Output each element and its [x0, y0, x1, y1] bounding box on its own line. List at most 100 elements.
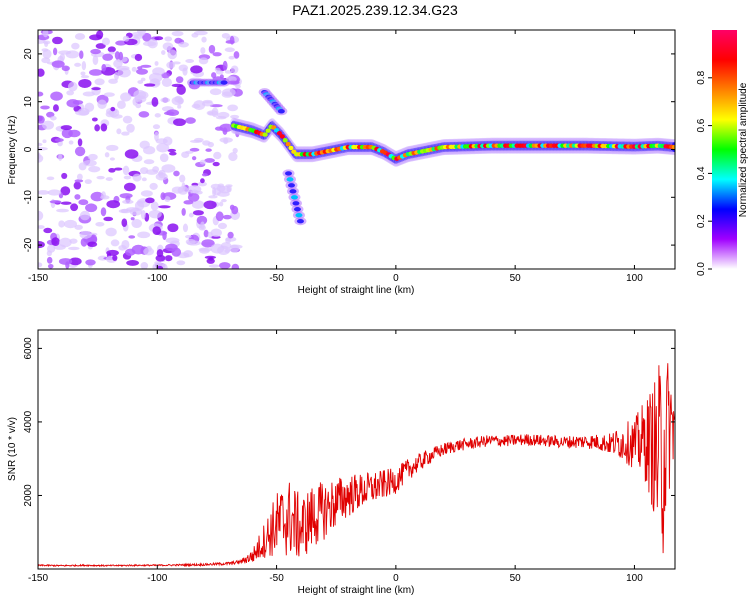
noise-blob: [106, 249, 119, 256]
noise-blob: [96, 175, 105, 180]
noise-blob: [122, 199, 134, 205]
colorbar-tick-label: 0.2: [696, 214, 707, 228]
noise-blob: [219, 201, 224, 207]
noise-blob: [221, 198, 227, 203]
noise-blob: [46, 176, 55, 181]
noise-blob: [159, 153, 169, 163]
noise-blob: [61, 128, 73, 139]
noise-blob: [42, 40, 51, 45]
noise-blob: [156, 143, 170, 153]
noise-blob: [212, 186, 217, 197]
noise-blob: [209, 104, 223, 108]
noise-blob: [110, 239, 120, 247]
ridge-core: [288, 145, 294, 151]
noise-blob: [212, 52, 222, 57]
noise-blob: [121, 131, 130, 136]
noise-blob: [58, 153, 63, 161]
noise-blob: [203, 229, 209, 238]
noise-blob: [174, 95, 183, 103]
spectrogram-x-ticks: -150 -100 -50 0 50 100: [28, 30, 643, 284]
ridge-core: [273, 128, 280, 133]
noise-blob: [148, 72, 163, 83]
colorbar: 0.0 0.2 0.4 0.6 0.8 Normalized spectral ampl…: [696, 30, 749, 276]
snr-x-tick-label: -150: [28, 573, 48, 584]
noise-blob: [68, 140, 74, 145]
noise-blob: [94, 124, 100, 132]
noise-blob: [60, 125, 73, 131]
noise-blob: [100, 207, 107, 217]
noise-blob: [123, 175, 132, 180]
noise-blob: [91, 117, 98, 122]
noise-blob: [152, 166, 160, 173]
ridge-core: [271, 125, 277, 130]
spectrogram-x-tick-label: -100: [147, 273, 167, 284]
noise-blob: [154, 131, 159, 142]
noise-blob: [140, 190, 153, 197]
noise-blob: [205, 148, 212, 152]
colorbar-tick-label: 0.8: [696, 70, 707, 84]
noise-blob: [212, 161, 220, 167]
noise-blob: [126, 259, 139, 266]
noise-blob: [38, 154, 44, 163]
spectrogram-y-tick-label: 20: [23, 48, 34, 60]
noise-blob: [163, 111, 175, 116]
noise-blob: [140, 77, 146, 82]
noise-blob: [50, 91, 63, 101]
noise-blob: [101, 191, 106, 199]
noise-blob: [49, 200, 62, 204]
noise-blob: [199, 159, 207, 165]
noise-blob: [208, 264, 220, 268]
side-lobe-core: [290, 195, 298, 200]
noise-blob: [85, 203, 98, 213]
noise-blob: [156, 265, 164, 269]
snr-x-tick-label: 0: [393, 573, 399, 584]
noise-blob: [51, 60, 65, 68]
noise-blob: [213, 151, 222, 160]
noise-blob: [91, 87, 101, 91]
noise-blob: [38, 190, 50, 195]
noise-blob: [58, 50, 72, 55]
noise-blob: [60, 186, 71, 196]
noise-blob: [122, 35, 130, 42]
ridge-core: [265, 128, 271, 133]
noise-blob: [110, 106, 116, 112]
noise-blob: [113, 59, 123, 68]
spectrogram-x-tick-label: -150: [28, 273, 48, 284]
snr-x-tick-label: 50: [510, 573, 522, 584]
noise-blob: [185, 59, 195, 64]
noise-blob: [120, 208, 129, 213]
noise-blob: [101, 64, 107, 72]
noise-blob: [102, 53, 114, 61]
noise-blob: [108, 51, 115, 55]
noise-blob: [73, 181, 82, 190]
noise-blob: [167, 148, 177, 153]
noise-blob: [76, 173, 83, 181]
noise-blob: [158, 205, 171, 209]
noise-blob: [66, 90, 75, 96]
noise-blob: [41, 57, 51, 64]
noise-blob: [217, 222, 227, 230]
noise-blob: [192, 210, 204, 216]
noise-blob: [95, 43, 106, 49]
noise-blob: [60, 201, 72, 205]
noise-blob: [196, 215, 208, 225]
spectrogram-y-label: Frequency (Hz): [7, 116, 18, 185]
noise-blob: [217, 111, 230, 119]
noise-blob: [191, 103, 201, 109]
noise-blob: [229, 204, 235, 211]
noise-blob: [96, 30, 104, 39]
noise-blob: [233, 51, 240, 59]
spectrogram-x-tick-label: 0: [393, 273, 399, 284]
noise-blob: [208, 44, 216, 54]
snr-y-tick-label: 4000: [23, 410, 34, 433]
noise-blob: [50, 115, 57, 121]
noise-blob: [87, 241, 98, 248]
snr-y-tick-label: 6000: [23, 337, 34, 360]
noise-blob: [88, 165, 101, 173]
snr-y-tick-label: 2000: [23, 484, 34, 507]
noise-blob: [149, 182, 158, 190]
noise-blob: [131, 219, 143, 229]
noise-blob: [155, 172, 168, 181]
noise-blob: [161, 77, 173, 87]
